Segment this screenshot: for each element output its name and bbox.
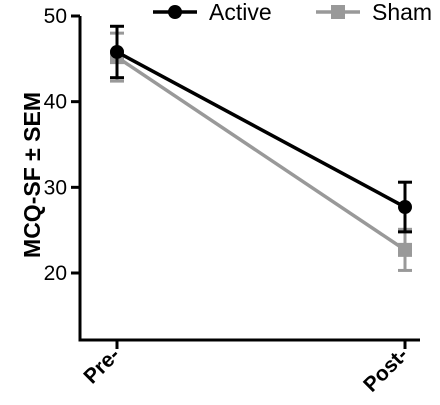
data-point — [398, 242, 412, 257]
data-point — [398, 200, 412, 215]
series-line — [116, 50, 406, 209]
series-active — [110, 24, 412, 234]
legend-item-sham: Sham — [316, 0, 432, 25]
legend-label: Sham — [372, 0, 432, 25]
series-line — [116, 55, 406, 252]
axes: 20 30 40 50 Pre- Post- — [44, 5, 420, 397]
y-tick-label: 30 — [44, 176, 67, 199]
y-tick-label: 50 — [44, 5, 67, 28]
data-point — [110, 44, 124, 59]
y-axis-title: MCQ-SF ± SEM — [19, 92, 45, 258]
x-tick-label: Post- — [359, 343, 412, 396]
y-tick-label: 20 — [44, 262, 67, 285]
legend-item-active: Active — [153, 0, 272, 25]
x-tick-label: Pre- — [79, 343, 124, 388]
series-layer — [110, 24, 412, 272]
legend-marker — [168, 5, 182, 19]
series-sham — [110, 31, 412, 272]
y-tick-label: 40 — [44, 91, 67, 114]
legend-label: Active — [209, 0, 272, 25]
legend: Active Sham — [153, 0, 432, 25]
legend-marker — [331, 5, 345, 19]
